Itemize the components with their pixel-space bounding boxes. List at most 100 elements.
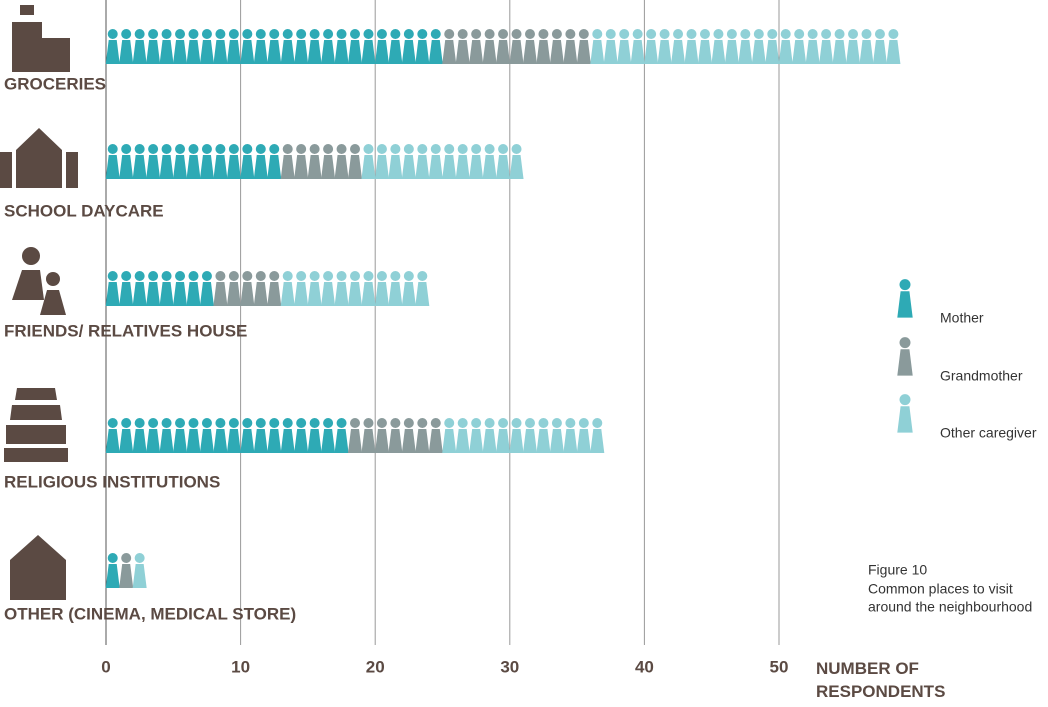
person-head bbox=[899, 394, 911, 406]
person-head bbox=[834, 29, 845, 39]
person-head bbox=[861, 29, 872, 39]
person-body bbox=[590, 429, 605, 453]
person-body bbox=[348, 429, 363, 453]
person-body bbox=[751, 40, 766, 64]
person-body bbox=[186, 40, 201, 64]
person-head bbox=[121, 418, 132, 428]
person-head bbox=[175, 144, 186, 154]
person-head bbox=[403, 271, 414, 281]
person-body bbox=[132, 564, 147, 588]
person-head bbox=[767, 29, 778, 39]
person-head bbox=[215, 271, 226, 281]
icon bbox=[0, 128, 78, 188]
person-head bbox=[390, 418, 401, 428]
category-label: OTHER (CINEMA, MEDICAL STORE) bbox=[4, 604, 296, 623]
person-body bbox=[253, 155, 268, 179]
person-head bbox=[350, 418, 361, 428]
person-head bbox=[659, 29, 670, 39]
person-head bbox=[255, 144, 266, 154]
person-body bbox=[105, 155, 120, 179]
person-body bbox=[536, 40, 551, 64]
person-head bbox=[363, 144, 374, 154]
person-body bbox=[321, 429, 336, 453]
person-head bbox=[376, 29, 387, 39]
caption-line: Common places to visit bbox=[868, 581, 1013, 597]
person-body bbox=[455, 155, 470, 179]
person-body bbox=[482, 155, 497, 179]
person-body bbox=[509, 155, 524, 179]
person-head bbox=[551, 418, 562, 428]
person-body bbox=[401, 429, 416, 453]
person-head bbox=[175, 271, 186, 281]
person-head bbox=[242, 271, 253, 281]
person-body bbox=[159, 429, 174, 453]
person-body bbox=[253, 429, 268, 453]
person-head bbox=[363, 29, 374, 39]
person-head bbox=[134, 271, 145, 281]
person-head bbox=[242, 144, 253, 154]
person-head bbox=[228, 418, 239, 428]
person-head bbox=[309, 144, 320, 154]
person-head bbox=[780, 29, 791, 39]
person-head bbox=[188, 418, 199, 428]
legend-icon bbox=[897, 394, 913, 433]
person-body bbox=[146, 282, 161, 306]
person-head bbox=[390, 271, 401, 281]
person-body bbox=[617, 40, 632, 64]
person-head bbox=[121, 271, 132, 281]
legend-label: Grandmother bbox=[940, 368, 1023, 384]
person-head bbox=[430, 418, 441, 428]
icon-segment bbox=[105, 271, 214, 306]
person-head bbox=[726, 29, 737, 39]
icon-segment bbox=[280, 271, 430, 306]
person-body bbox=[334, 155, 349, 179]
legend-icon bbox=[897, 337, 913, 376]
person-head bbox=[161, 271, 172, 281]
person-head bbox=[457, 144, 468, 154]
person-head bbox=[363, 271, 374, 281]
x-tick-label: 30 bbox=[500, 657, 519, 676]
person-body bbox=[415, 429, 430, 453]
person-head bbox=[498, 418, 509, 428]
person-body bbox=[173, 429, 188, 453]
person-head bbox=[323, 271, 334, 281]
person-body bbox=[105, 429, 120, 453]
person-body bbox=[428, 429, 443, 453]
person-head bbox=[753, 29, 764, 39]
person-head bbox=[242, 29, 253, 39]
person-body bbox=[280, 155, 295, 179]
person-head bbox=[484, 418, 495, 428]
person-head bbox=[551, 29, 562, 39]
person-body bbox=[159, 40, 174, 64]
person-head bbox=[740, 29, 751, 39]
person-body bbox=[348, 155, 363, 179]
person-head bbox=[376, 271, 387, 281]
person-body bbox=[361, 282, 376, 306]
person-head bbox=[309, 271, 320, 281]
x-tick-label: 0 bbox=[101, 657, 110, 676]
person-body bbox=[778, 40, 793, 64]
x-tick-label: 40 bbox=[635, 657, 654, 676]
person-body bbox=[374, 429, 389, 453]
category-icons bbox=[0, 5, 78, 600]
person-head bbox=[148, 29, 159, 39]
icon bbox=[20, 5, 34, 15]
person-body bbox=[307, 282, 322, 306]
icon-segment bbox=[105, 29, 443, 64]
person-body bbox=[415, 40, 430, 64]
person-body bbox=[388, 282, 403, 306]
person-head bbox=[336, 29, 347, 39]
person-body bbox=[199, 429, 214, 453]
person-head bbox=[848, 29, 859, 39]
person-body bbox=[173, 40, 188, 64]
person-body bbox=[469, 155, 484, 179]
person-head bbox=[215, 144, 226, 154]
person-head bbox=[457, 418, 468, 428]
icon-segment bbox=[361, 144, 524, 179]
person-head bbox=[899, 279, 911, 291]
person-body bbox=[819, 40, 834, 64]
person-body bbox=[226, 155, 241, 179]
person-head bbox=[565, 418, 576, 428]
icon bbox=[12, 270, 44, 300]
person-body bbox=[132, 40, 147, 64]
